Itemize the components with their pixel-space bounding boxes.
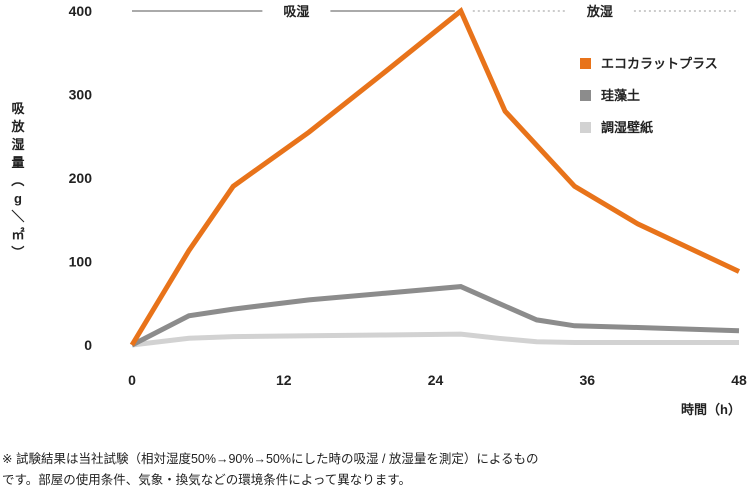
series-line: [131, 331, 739, 348]
y-axis-label-char: 湿: [11, 137, 24, 152]
y-tick-label: 100: [69, 254, 93, 270]
legend-swatch: [580, 122, 591, 133]
x-tick-label: 24: [428, 372, 444, 388]
footnote: ※ 試験結果は当社試験（相対湿度50%→90%→50%にした時の吸湿 / 放湿量…: [2, 449, 754, 491]
series-line: [130, 284, 740, 348]
y-axis-label-char: （: [10, 173, 25, 186]
y-axis-label-char: ㎡: [11, 227, 24, 242]
footnote-line-2: です。部屋の使用条件、気象・換気などの環境条件によって異なります。: [2, 473, 412, 487]
footnote-line-1: ※ 試験結果は当社試験（相対湿度50%→90%→50%にした時の吸湿 / 放湿量…: [2, 452, 539, 466]
y-axis-label-char: g: [14, 191, 22, 206]
legend-label: 珪藻土: [601, 88, 640, 103]
y-tick-label: 300: [69, 87, 93, 103]
phase-label: 吸湿: [283, 4, 309, 19]
x-axis-ticks: 0 12 24 36 48: [128, 372, 747, 388]
legend-swatch: [580, 58, 591, 69]
legend-label: 調湿壁紙: [601, 120, 653, 135]
phase-label: 放湿: [586, 4, 613, 19]
y-axis-label-char: ）: [10, 245, 25, 258]
x-tick-label: 36: [579, 372, 595, 388]
y-tick-label: 200: [69, 170, 93, 186]
y-axis-label-char: 放: [10, 119, 25, 134]
y-tick-label: 0: [84, 337, 92, 353]
y-axis-label-char: 吸: [11, 101, 25, 116]
y-tick-label: 400: [69, 3, 93, 19]
x-tick-label: 48: [731, 372, 747, 388]
y-axis-ticks: 0 100 200 300 400: [69, 3, 93, 353]
legend-swatch: [580, 90, 591, 101]
x-tick-label: 12: [276, 372, 292, 388]
phase-markers: 吸湿 放湿: [132, 4, 739, 19]
y-axis-label-char: ／: [10, 209, 25, 222]
x-tick-label: 0: [128, 372, 136, 388]
y-axis-label-char: 量: [11, 155, 24, 170]
legend-label: エコカラットプラス: [601, 56, 718, 71]
x-axis-label: 時間（h）: [681, 402, 741, 417]
series-line: [129, 7, 741, 347]
series-lines: [129, 7, 741, 348]
